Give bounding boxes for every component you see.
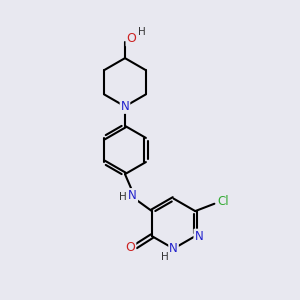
Text: O: O — [127, 32, 136, 46]
Text: H: H — [119, 192, 127, 202]
Text: N: N — [169, 242, 178, 255]
Text: H: H — [161, 252, 169, 262]
Text: N: N — [194, 230, 203, 243]
Text: O: O — [125, 242, 135, 254]
Text: Cl: Cl — [218, 195, 229, 208]
Text: N: N — [121, 100, 129, 113]
Text: N: N — [128, 189, 137, 202]
Text: H: H — [138, 27, 145, 37]
